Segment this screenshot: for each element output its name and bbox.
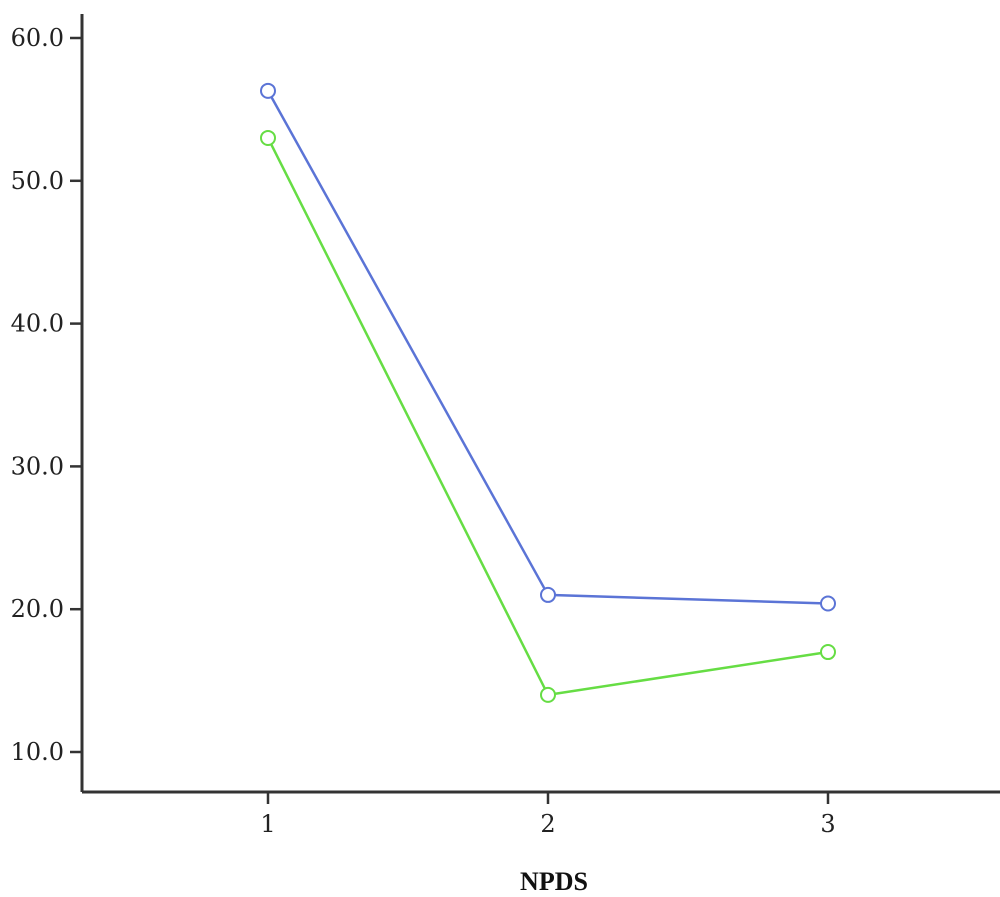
data-point: [540, 686, 556, 703]
y-tick-label: 20.0: [11, 595, 64, 623]
y-tick-label: 50.0: [11, 167, 64, 195]
x-tick-label: 1: [260, 810, 275, 838]
x-axis-ticks: 1 2 3: [260, 792, 836, 838]
y-axis-ticks: 10.0 20.0 30.0 40.0 50.0 60.0: [11, 24, 82, 766]
data-point: [260, 82, 276, 99]
axes: [80, 14, 1000, 794]
y-tick-label: 10.0: [11, 738, 64, 766]
series-1: [260, 82, 836, 612]
y-tick-label: 60.0: [11, 24, 64, 52]
series-layer: [260, 82, 836, 703]
x-tick-label: 3: [820, 810, 835, 838]
series-line: [266, 90, 829, 605]
x-axis-title: NPDS: [520, 867, 588, 896]
data-point: [540, 586, 556, 603]
x-tick-label: 2: [540, 810, 555, 838]
data-point: [820, 595, 836, 612]
y-tick-label: 30.0: [11, 452, 64, 480]
data-point: [820, 644, 836, 661]
y-tick-label: 40.0: [11, 310, 64, 338]
series-line: [266, 137, 829, 697]
series-2: [260, 129, 836, 703]
data-point: [260, 129, 276, 146]
